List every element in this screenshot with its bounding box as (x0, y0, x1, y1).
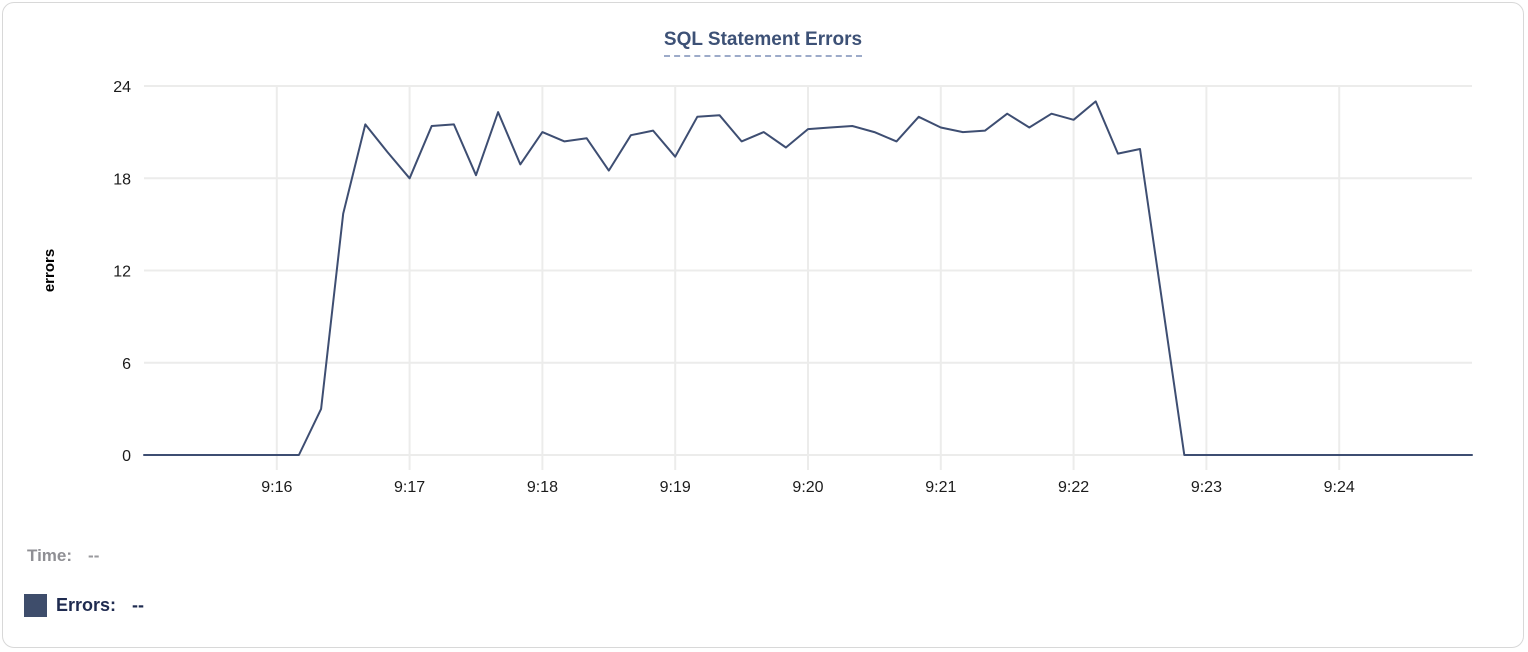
chart-header: SQL Statement Errors (3, 29, 1523, 57)
errors-readout-label: Errors: (56, 595, 117, 615)
chart-title[interactable]: SQL Statement Errors (663, 29, 863, 57)
y-tick-label: 24 (113, 79, 131, 96)
errors-readout-value: -- (132, 595, 145, 615)
x-tick-label: 9:23 (1191, 479, 1222, 496)
y-axis-label: errors (41, 249, 58, 292)
x-tick-label: 9:17 (394, 479, 425, 496)
x-tick-label: 9:20 (792, 479, 823, 496)
errors-line-chart[interactable]: 0 6 12 18 24 9:16 9:17 9:18 9:19 9:20 9:21 9:22 9:23… (3, 3, 1527, 508)
time-readout-value: -- (88, 546, 100, 565)
y-tick-label: 6 (122, 356, 131, 373)
x-tick-label: 9:21 (925, 479, 956, 496)
x-tick-label: 9:18 (527, 479, 558, 496)
time-readout-label: Time: (27, 546, 73, 565)
hover-readout-time-row: Time: -- (27, 546, 99, 566)
errors-series-swatch (24, 594, 47, 617)
x-tick-label: 9:24 (1324, 479, 1355, 496)
series-line-errors (143, 100, 1473, 456)
hover-readout-errors-row: Errors: -- (24, 594, 144, 617)
y-tick-label: 0 (122, 448, 131, 465)
x-tick-label: 9:19 (660, 479, 691, 496)
x-tick-label: 9:16 (261, 479, 292, 496)
y-tick-label: 18 (113, 171, 131, 188)
y-tick-label: 12 (113, 264, 131, 281)
x-tick-label: 9:22 (1058, 479, 1089, 496)
